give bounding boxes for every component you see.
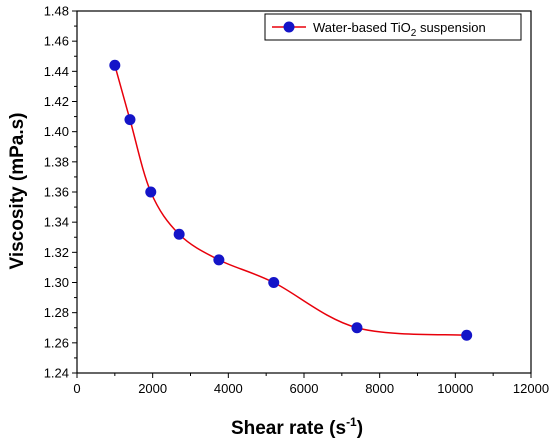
data-point	[351, 322, 363, 334]
y-tick-label: 1.40	[44, 124, 69, 139]
legend-marker-swatch	[283, 21, 295, 33]
x-tick-label: 4000	[214, 381, 243, 396]
y-tick-label: 1.34	[44, 215, 69, 230]
data-point	[124, 114, 136, 126]
x-tick-label: 0	[73, 381, 80, 396]
data-points	[109, 59, 473, 341]
plot-frame	[76, 10, 532, 374]
x-axis-title: Shear rate (s-1)	[231, 415, 363, 439]
y-tick-label: 1.44	[44, 64, 69, 79]
y-tick-label: 1.30	[44, 275, 69, 290]
y-tick-label: 1.26	[44, 335, 69, 350]
y-tick-label: 1.24	[44, 366, 69, 381]
y-axis-title: Viscosity (mPa.s)	[7, 112, 28, 269]
y-tick-label: 1.48	[44, 4, 69, 19]
data-point	[173, 228, 185, 240]
y-tick-label: 1.32	[44, 245, 69, 260]
data-point	[145, 186, 157, 198]
data-point	[213, 254, 225, 266]
legend-box	[264, 13, 522, 41]
x-axis-ticks: 0 2000 4000 6000 8000 10000 12000	[73, 373, 549, 396]
x-tick-label: 10000	[437, 381, 473, 396]
x-tick-label: 8000	[365, 381, 394, 396]
y-tick-label: 1.46	[44, 34, 69, 49]
legend: Water-based TiO2 suspension	[264, 13, 522, 41]
y-tick-label: 1.38	[44, 154, 69, 169]
fit-curve	[114, 65, 467, 337]
y-tick-label: 1.36	[44, 185, 69, 200]
y-tick-label: 1.42	[44, 94, 69, 109]
legend-label: Water-based TiO2 suspension	[313, 20, 486, 39]
data-point	[268, 277, 280, 288]
y-tick-label: 1.28	[44, 305, 69, 320]
data-point	[461, 329, 473, 341]
x-tick-label: 12000	[513, 381, 549, 396]
data-point	[109, 59, 121, 71]
y-axis-ticks: 1.24 1.26 1.28 1.30 1.32 1.34 1.36 1.38 1.40 1.42…	[44, 4, 77, 381]
x-tick-label: 2000	[138, 381, 167, 396]
plot-area-border	[76, 10, 532, 374]
x-tick-label: 6000	[290, 381, 319, 396]
